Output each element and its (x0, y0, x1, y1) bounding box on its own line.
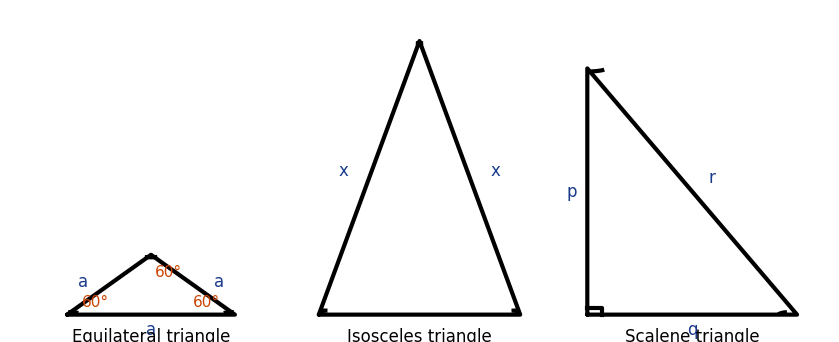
Text: a: a (214, 273, 224, 291)
Text: Scalene triangle: Scalene triangle (625, 328, 759, 342)
Text: p: p (566, 183, 577, 200)
Text: a: a (146, 321, 156, 339)
Text: x: x (491, 162, 501, 180)
Text: a: a (78, 273, 88, 291)
Text: x: x (338, 162, 348, 180)
Text: 60°: 60° (193, 294, 220, 310)
Text: q: q (687, 321, 697, 339)
Text: Isosceles triangle: Isosceles triangle (347, 328, 492, 342)
Text: Equilateral triangle: Equilateral triangle (72, 328, 230, 342)
Text: r: r (709, 169, 716, 187)
Text: 60°: 60° (155, 265, 182, 280)
Text: 60°: 60° (82, 294, 109, 310)
